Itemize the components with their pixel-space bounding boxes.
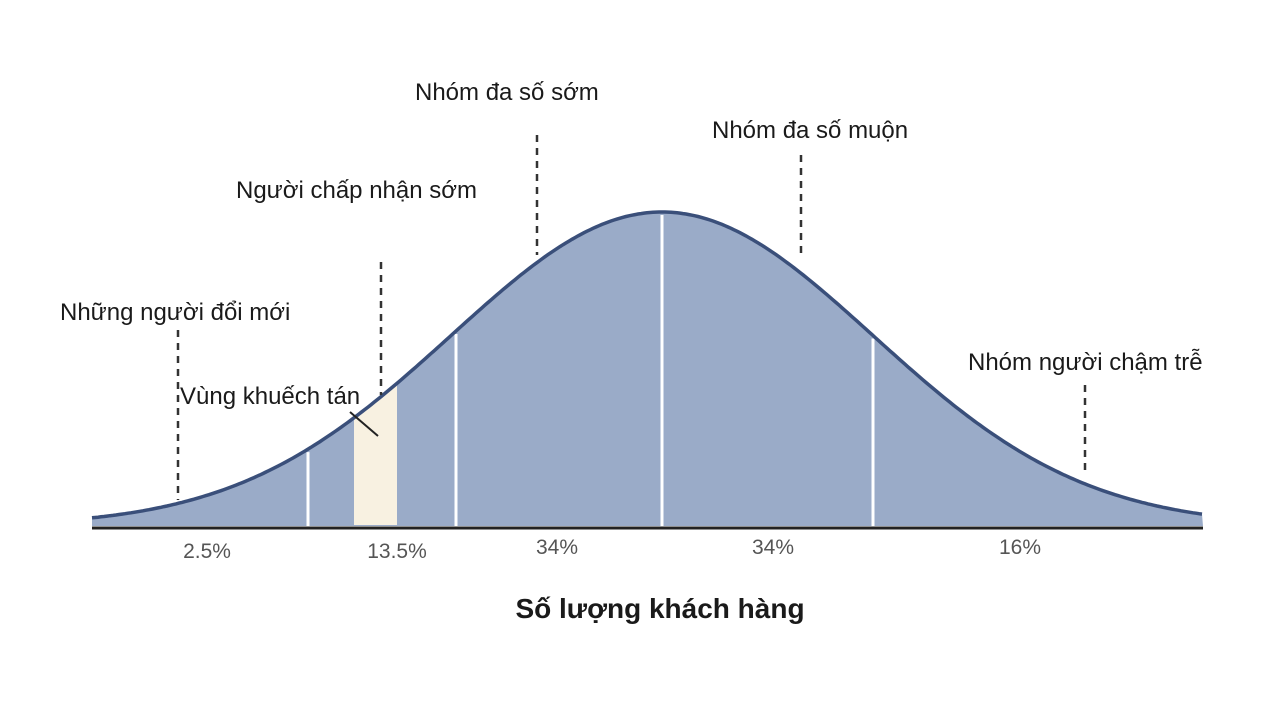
group-label: Nhóm đa số muộn [712, 117, 908, 144]
segment-label: 34% [752, 536, 794, 559]
group-label: Nhóm người chậm trễ [968, 349, 1203, 376]
annotation: Vùng khuếch tán [180, 383, 360, 410]
segment-label: 34% [536, 536, 578, 559]
dividers [306, 215, 875, 526]
group-label: Nhóm đa số sớm [415, 79, 599, 106]
annotation-pointer [349, 411, 379, 437]
segment-label: 16% [999, 536, 1041, 559]
group-label: Những người đổi mới [60, 299, 290, 326]
segment-label: 13.5% [367, 540, 427, 563]
bell-curve [91, 210, 1203, 520]
group-label: Người chấp nhận sớm [236, 177, 477, 204]
axis-title: Số lượng khách hàng [515, 593, 804, 624]
segment-label: 2.5% [183, 540, 231, 563]
